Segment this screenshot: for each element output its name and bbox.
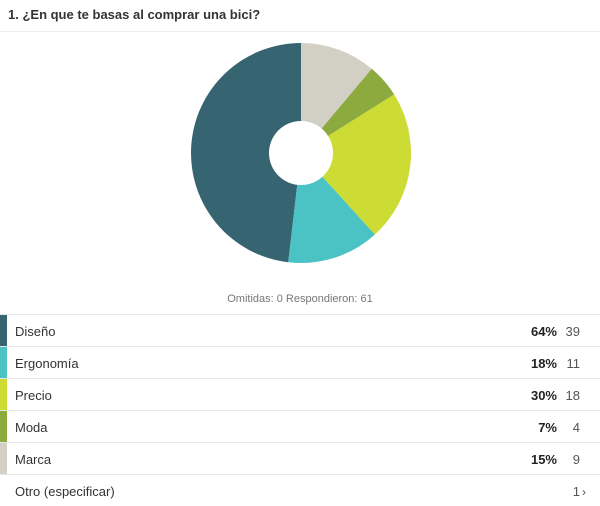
other-count: 1 <box>572 484 580 499</box>
legend-swatch-diseno <box>0 315 7 346</box>
answer-percent: 18% <box>530 356 557 371</box>
answer-count: 18 <box>565 388 580 403</box>
question-title: 1. ¿En que te basas al comprar una bici? <box>8 7 261 22</box>
answer-count: 9 <box>572 452 580 467</box>
answer-count: 11 <box>566 356 581 371</box>
answer-percent: 64% <box>530 324 557 339</box>
answer-row-marca: Marca 15% 9 <box>0 442 600 474</box>
title-divider <box>0 31 600 32</box>
answer-row-ergonomia: Ergonomía 18% 11 <box>0 346 600 378</box>
answer-count: 4 <box>572 420 580 435</box>
donut-chart <box>191 43 412 263</box>
donut-chart-area <box>0 32 600 280</box>
donut-hole <box>269 121 333 185</box>
donut-slice-marca[interactable] <box>301 43 372 153</box>
legend-swatch-precio <box>0 379 7 410</box>
other-responses-link[interactable]: 1 › <box>573 484 586 499</box>
donut-slice-diseno[interactable] <box>191 43 301 263</box>
response-stats: Omitidas: 0 Respondieron: 61 <box>227 293 373 305</box>
answer-percent: 15% <box>530 452 557 467</box>
donut-slice-precio[interactable] <box>301 94 412 235</box>
legend-swatch-moda <box>0 411 7 442</box>
answer-percent: 30% <box>530 388 557 403</box>
answers-table: Diseño 64% 39 Ergonomía 18% 11 Precio 30… <box>0 314 600 506</box>
answer-percent: 7% <box>538 420 557 435</box>
answer-label: Marca <box>15 452 52 467</box>
answer-label: Moda <box>15 420 48 435</box>
legend-swatch-ergonomia <box>0 347 7 378</box>
chevron-right-icon: › <box>582 485 586 499</box>
answer-label: Ergonomía <box>15 356 79 371</box>
answer-label: Diseño <box>15 324 56 339</box>
answer-count: 39 <box>565 324 580 339</box>
legend-swatch-marca <box>0 443 7 474</box>
other-label: Otro (especificar) <box>15 484 115 499</box>
answer-row-precio: Precio 30% 18 <box>0 378 600 410</box>
answer-label: Precio <box>15 388 52 403</box>
answer-row-moda: Moda 7% 4 <box>0 410 600 442</box>
answer-row-diseno: Diseño 64% 39 <box>0 314 600 346</box>
other-responses-row[interactable]: Otro (especificar) 1 › <box>0 474 600 506</box>
